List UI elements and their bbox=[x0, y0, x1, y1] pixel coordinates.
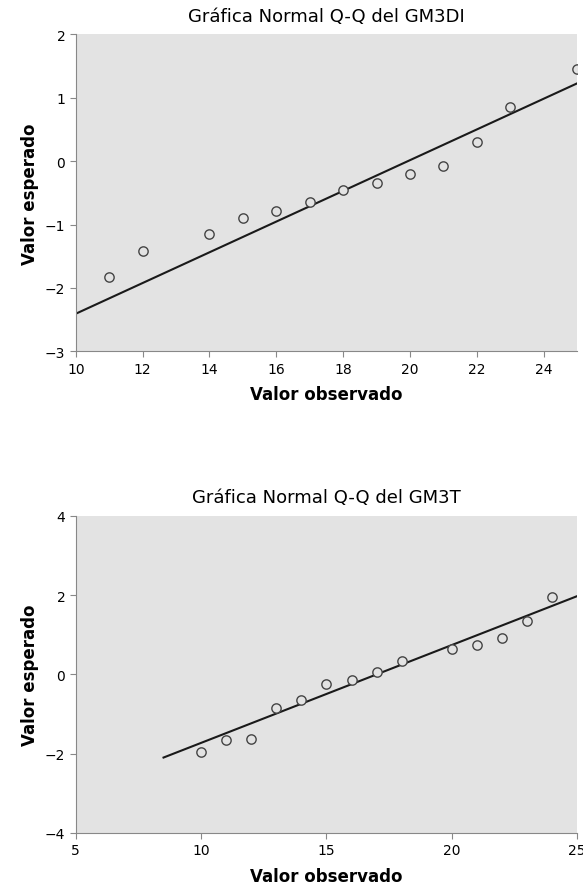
Point bbox=[196, 744, 206, 758]
Point bbox=[272, 701, 281, 715]
Point bbox=[272, 205, 281, 219]
Point bbox=[205, 228, 214, 242]
Point bbox=[372, 665, 381, 680]
Y-axis label: Valor esperado: Valor esperado bbox=[22, 604, 40, 745]
Point bbox=[104, 270, 114, 284]
Point bbox=[447, 641, 456, 656]
Point bbox=[472, 136, 482, 150]
Point bbox=[405, 167, 415, 182]
Point bbox=[339, 183, 348, 198]
Point bbox=[372, 177, 381, 191]
Point bbox=[522, 614, 532, 628]
Point bbox=[505, 101, 515, 115]
Point bbox=[222, 733, 231, 747]
Point bbox=[238, 212, 248, 226]
Point bbox=[138, 245, 147, 259]
Title: Gráfica Normal Q-Q del GM3T: Gráfica Normal Q-Q del GM3T bbox=[192, 488, 461, 507]
X-axis label: Valor observado: Valor observado bbox=[250, 386, 403, 404]
Point bbox=[397, 654, 406, 668]
Point bbox=[472, 638, 482, 652]
Point bbox=[439, 159, 448, 174]
Point bbox=[547, 590, 557, 604]
Point bbox=[247, 732, 256, 746]
Point bbox=[347, 672, 356, 687]
Point bbox=[497, 631, 507, 645]
Point bbox=[322, 678, 331, 692]
X-axis label: Valor observado: Valor observado bbox=[250, 867, 403, 885]
Y-axis label: Valor esperado: Valor esperado bbox=[22, 123, 39, 264]
Title: Gráfica Normal Q-Q del GM3DI: Gráfica Normal Q-Q del GM3DI bbox=[188, 8, 465, 26]
Point bbox=[305, 196, 314, 210]
Point bbox=[297, 693, 306, 707]
Point bbox=[573, 63, 582, 77]
